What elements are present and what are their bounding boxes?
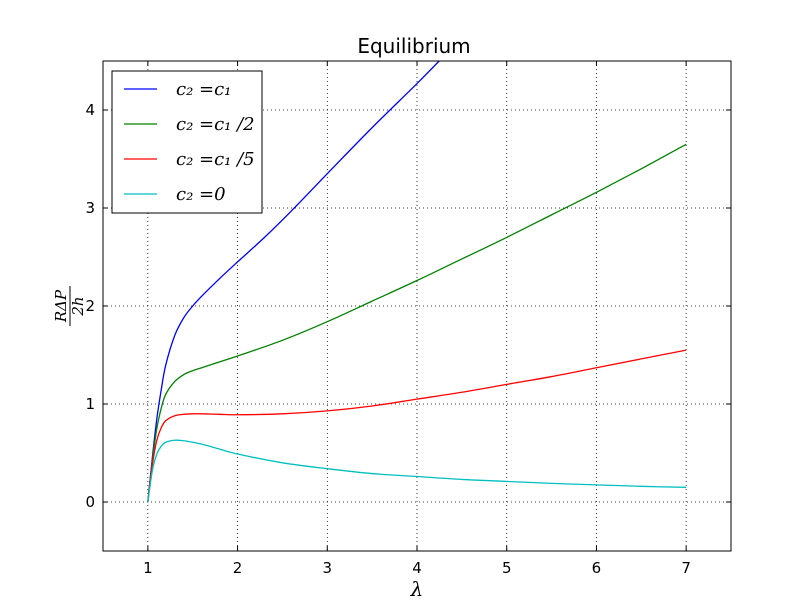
y-axis-label: RΔP 2h (52, 286, 87, 326)
x-tick-label: 2 (233, 559, 243, 577)
legend-label: c₂ =c₁ /2 (176, 114, 255, 135)
legend-label: c₂ =c₁ /5 (176, 149, 255, 170)
chart-title: Equilibrium (357, 34, 470, 58)
x-tick-label: 4 (412, 559, 422, 577)
series-group (147, 61, 687, 503)
legend: c₂ =c₁ c₂ =c₁ /2 c₂ =c₁ /5 c₂ =0 (111, 70, 263, 214)
y-axis-label-denominator: 2h (69, 296, 87, 316)
x-tick-label: 6 (592, 559, 602, 577)
x-axis-label: λ (410, 577, 424, 601)
x-tick-label: 7 (681, 559, 691, 577)
legend-label: c₂ =c₁ (176, 79, 231, 100)
y-tick-label: 0 (85, 493, 95, 511)
series-line-4 (147, 439, 687, 503)
x-tick-label: 3 (323, 559, 333, 577)
y-tick-label: 2 (85, 297, 95, 315)
x-tick-label: 5 (502, 559, 512, 577)
series-line-1 (147, 61, 441, 503)
legend-frame (111, 70, 263, 214)
ticks: 1 2 3 4 5 6 7 0 1 2 3 4 (85, 61, 731, 577)
series-line-2 (147, 143, 687, 503)
legend-label: c₂ =0 (176, 184, 226, 205)
series-line-3 (147, 349, 687, 503)
y-axis-label-numerator: RΔP (52, 289, 70, 323)
x-tick-label: 1 (143, 559, 153, 577)
y-tick-label: 3 (85, 199, 95, 217)
y-tick-label: 4 (85, 101, 95, 119)
y-tick-label: 1 (85, 395, 95, 413)
